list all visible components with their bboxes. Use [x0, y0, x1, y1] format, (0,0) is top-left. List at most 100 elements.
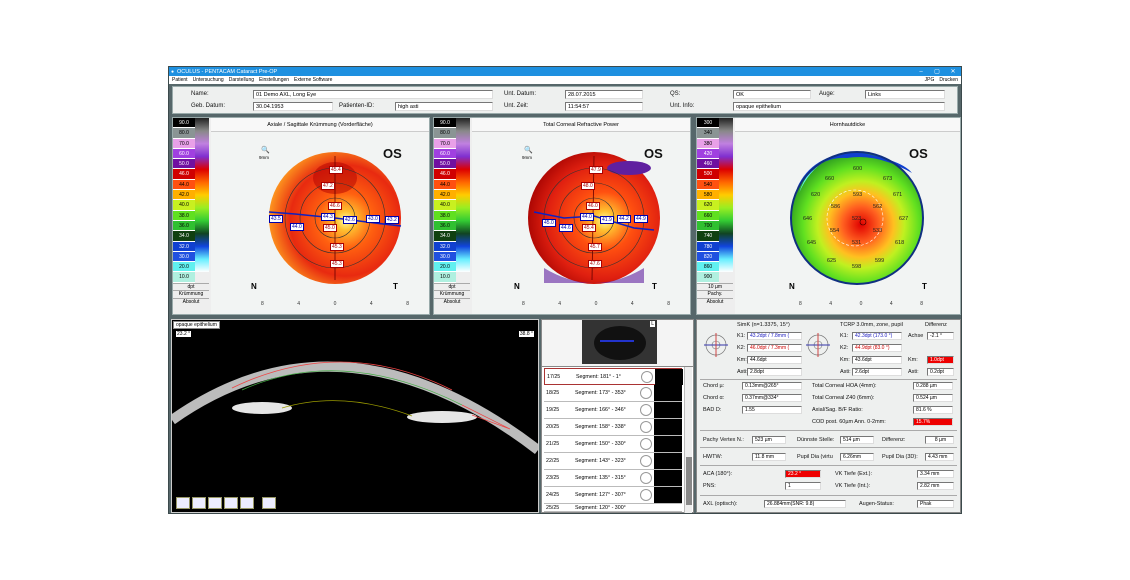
segment-row[interactable]: 21/25 Segment: 150° - 330°	[544, 436, 682, 453]
pachy-diff-field[interactable]: 8 µm	[925, 436, 954, 444]
pns-field[interactable]: 1	[785, 482, 821, 490]
zoom-icon[interactable]: 🔍	[524, 147, 533, 154]
bf-ratio-field[interactable]: 81.6 %	[913, 406, 953, 414]
thinnest-field[interactable]: 514 µm	[840, 436, 874, 444]
pupil-3d-field[interactable]: 4.43 mm	[925, 453, 954, 461]
jpg-button[interactable]: JPG	[924, 77, 935, 83]
thickness-value: 533	[873, 228, 883, 234]
total-refractive-power-panel: 90.0 80.0 70.0 60.0 50.0 46.0 44.0 42.0 …	[433, 117, 691, 315]
color-scale: 90.0 80.0 70.0 60.0 50.0 46.0 44.0 42.0 …	[173, 118, 211, 314]
polygon-tool[interactable]	[224, 497, 238, 509]
k1-label: K1:	[840, 333, 849, 339]
map-value: 46.6	[328, 202, 342, 210]
refractive-power-map[interactable]	[524, 148, 664, 288]
zoom-icon[interactable]: 🔍	[261, 147, 270, 154]
simk-asti-field[interactable]: 2.8dpt	[747, 368, 802, 376]
scale-value: 80.0	[434, 128, 456, 139]
pachymetry-map[interactable]	[787, 148, 927, 288]
left-angle-value: 23.2 °	[176, 331, 192, 337]
map-value: 41.9	[600, 216, 614, 224]
menu-einstellungen[interactable]: Einstellungen	[259, 77, 290, 83]
thickness-value: 620	[811, 192, 821, 198]
map-value: 45.3	[330, 243, 344, 251]
line-tool[interactable]	[208, 497, 222, 509]
asti-diff-field[interactable]: 0.2dpt	[927, 368, 954, 376]
chord-mu-field[interactable]: 0.13mm@265°	[742, 382, 802, 390]
pupil-virtual-field[interactable]: 6.26mm	[840, 453, 874, 461]
pid-field[interactable]: high asti	[395, 102, 493, 111]
scale-value: 42.0	[173, 190, 195, 201]
cod-field[interactable]: 15.7%	[913, 418, 953, 426]
menu-untersuchung[interactable]: Untersuchung	[192, 77, 224, 83]
pachy-vertex-field[interactable]: 523 µm	[752, 436, 786, 444]
delete-tool[interactable]	[192, 497, 206, 509]
axis-diff-field[interactable]: -2.1 °	[927, 332, 954, 340]
scale-value: 42.0	[434, 190, 456, 201]
measure-line-tool[interactable]	[176, 497, 190, 509]
axl-field[interactable]: 26.884mm(SNR: 9.8)	[764, 500, 846, 508]
print-button[interactable]: Drucken	[939, 77, 958, 83]
segment-row[interactable]: 18/25 Segment: 173° - 353°	[544, 385, 682, 402]
segment-list: L 17/25 Segment: 181° - 1° 18/25 Segment: …	[541, 319, 694, 513]
maximize-button[interactable]: ▢	[934, 69, 940, 75]
segment-row[interactable]: 24/25 Segment: 127° - 307°	[544, 487, 682, 504]
eye-field[interactable]: Links	[865, 90, 945, 99]
ac-depth-ext-field[interactable]: 3.34 mm	[917, 470, 954, 478]
qs-field[interactable]: OK	[733, 90, 811, 99]
date-field[interactable]: 28.07.2015	[565, 90, 643, 99]
pupil-3d-label: Pupil Dia (3D):	[882, 454, 918, 460]
tcrp-k1-field[interactable]: 42.3dpt (173.0 °)	[852, 332, 902, 340]
z40-field[interactable]: 0.524 µm	[913, 394, 953, 402]
aca-field[interactable]: 23.2 °	[785, 470, 821, 478]
hwtw-field[interactable]: 11.8 mm	[752, 453, 786, 461]
chord-alpha-field[interactable]: 0.37mm@334°	[742, 394, 802, 402]
simk-km-field[interactable]: 44.6dpt	[747, 356, 802, 364]
km-diff-field[interactable]: 1.0dpt	[927, 356, 954, 364]
qs-label: QS:	[670, 91, 681, 97]
segment-row[interactable]: 23/25 Segment: 135° - 315°	[544, 470, 682, 487]
segment-row[interactable]: 22/25 Segment: 143° - 323°	[544, 453, 682, 470]
tcrp-asti-field[interactable]: 2.6dpt	[852, 368, 902, 376]
scale-value: 44.0	[173, 179, 195, 191]
minimize-button[interactable]: –	[919, 68, 923, 75]
png-export-tool[interactable]	[262, 497, 276, 509]
scale-value: 34.0	[173, 231, 195, 242]
time-field[interactable]: 11:54:57	[565, 102, 643, 111]
tcrp-k2-field[interactable]: 44.9dpt (83.0 °)	[852, 344, 902, 352]
simk-k2-field[interactable]: 46.0dpt / 7.3mm (	[747, 344, 802, 352]
thickness-value: 562	[873, 204, 883, 210]
scale-value: 20.0	[434, 262, 456, 273]
name-field[interactable]: 01 Demo AXL, Long Eye	[253, 90, 493, 99]
scale-value: 300	[697, 118, 719, 129]
scrollbar[interactable]	[684, 367, 692, 513]
hoa-field[interactable]: 0.288 µm	[913, 382, 953, 390]
menu-patient[interactable]: Patient	[172, 77, 188, 83]
dob-field[interactable]: 30.04.1953	[253, 102, 333, 111]
thickness-value: 586	[831, 204, 841, 210]
eye-status-field[interactable]: Phak	[917, 500, 954, 508]
scale-value: 80.0	[173, 128, 195, 139]
segment-row[interactable]: 25/25 Segment: 120° - 300°	[544, 504, 682, 512]
close-button[interactable]: ✕	[950, 69, 956, 75]
scale-value: 10.0	[434, 272, 456, 283]
info-field[interactable]: opaque epithelium	[733, 102, 945, 111]
segment-thumbnail	[654, 487, 682, 503]
menu-externe-software[interactable]: Externe Software	[294, 77, 333, 83]
unit-label: Absolut	[173, 297, 209, 306]
simk-k1-field[interactable]: 43.2dpt / 7.8mm (	[747, 332, 802, 340]
scale-value: 38.0	[434, 210, 456, 221]
scrollbar-thumb[interactable]	[686, 457, 692, 505]
scheimpflug-image[interactable]: opaque epithelium 23.2 ° 38.8 °	[171, 319, 539, 513]
thickness-value: 660	[825, 176, 835, 182]
menu-darstellung[interactable]: Darstellung	[228, 77, 255, 83]
tcrp-km-field[interactable]: 43.6dpt	[852, 356, 902, 364]
distance-tool[interactable]	[240, 497, 254, 509]
pupil-virtual-label: Pupil Dia (virtu	[797, 454, 833, 460]
scale-value: 90.0	[434, 118, 456, 129]
segment-row[interactable]: 20/25 Segment: 158° - 338°	[544, 419, 682, 436]
segment-row[interactable]: 19/25 Segment: 166° - 346°	[544, 402, 682, 419]
pid-label: Patienten-ID:	[339, 103, 375, 109]
ac-depth-int-field[interactable]: 2.82 mm	[917, 482, 954, 490]
bad-d-field[interactable]: 1.55	[742, 406, 802, 414]
segment-row[interactable]: 17/25 Segment: 181° - 1°	[544, 368, 683, 385]
